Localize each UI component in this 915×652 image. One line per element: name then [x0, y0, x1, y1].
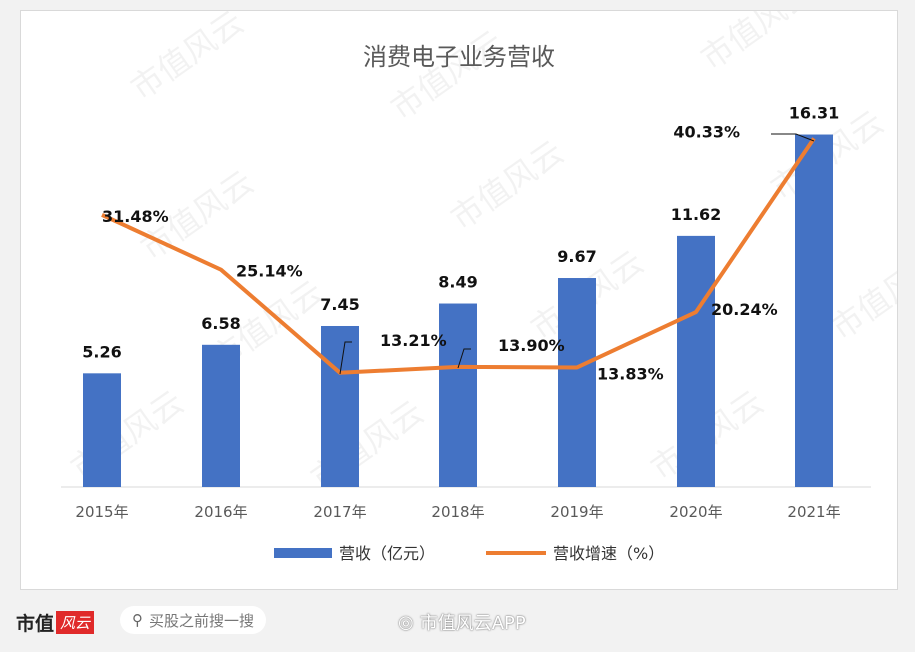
legend-line-label: 营收增速（%） — [553, 544, 664, 563]
bar-data-label: 5.26 — [82, 342, 121, 361]
bar — [321, 325, 359, 487]
bar-data-label: 6.58 — [201, 314, 240, 333]
weibo-handle: ◎ 市值风云APP — [398, 606, 526, 638]
x-tick-label: 2018年 — [431, 503, 484, 521]
watermark: 市值风云 — [824, 243, 897, 348]
line-data-label: 40.33% — [673, 122, 740, 141]
leader-line — [339, 341, 352, 375]
x-tick-label: 2017年 — [313, 503, 366, 521]
x-tick-label: 2021年 — [787, 503, 840, 521]
watermark: 市值风云 — [384, 23, 511, 128]
legend-bar-label: 营收（亿元） — [339, 544, 435, 563]
bar-data-label: 11.62 — [671, 205, 722, 224]
search-icon: ⚲ — [132, 611, 143, 629]
watermark: 市值风云 — [124, 11, 251, 108]
bar — [202, 344, 240, 487]
line-data-label: 13.21% — [380, 331, 447, 350]
x-tick-label: 2019年 — [550, 503, 603, 521]
logo-script: 风云 — [56, 610, 95, 634]
x-tick-label: 2020年 — [669, 503, 722, 521]
chart-title: 消费电子业务营收 — [363, 43, 555, 71]
leader-line — [771, 133, 815, 142]
bar — [83, 373, 121, 487]
line-data-label: 31.48% — [102, 207, 169, 226]
bar — [439, 303, 477, 487]
bar-data-label: 7.45 — [320, 295, 359, 314]
bar-data-label: 16.31 — [789, 104, 840, 123]
weibo-icon: ◎ — [398, 611, 414, 633]
bar-data-label: 9.67 — [557, 247, 596, 266]
legend-bar-swatch — [274, 548, 332, 558]
x-tick-label: 2016年 — [194, 503, 247, 521]
weibo-handle-text: 市值风云APP — [419, 613, 526, 634]
search-box[interactable]: ⚲ 买股之前搜一搜 — [120, 606, 267, 634]
line-data-label: 13.83% — [597, 364, 664, 383]
search-placeholder: 买股之前搜一搜 — [149, 611, 255, 630]
watermark: 市值风云 — [64, 383, 191, 488]
line-data-label: 25.14% — [236, 262, 303, 281]
brand-logo: 市值 风云 — [16, 606, 95, 638]
bar — [795, 134, 833, 488]
watermark: 市值风云 — [444, 133, 571, 238]
logo-text: 市值 — [16, 612, 55, 635]
chart: 市值风云市值风云市值风云市值风云市值风云市值风云市值风云市值风云市值风云市值风云… — [61, 11, 897, 563]
leader-line — [457, 348, 471, 369]
watermark: 市值风云 — [694, 11, 821, 78]
chart-card: 市值风云市值风云市值风云市值风云市值风云市值风云市值风云市值风云市值风云市值风云… — [20, 10, 898, 590]
x-tick-label: 2015年 — [75, 503, 128, 521]
bar — [558, 278, 596, 487]
line-data-label: 20.24% — [711, 300, 778, 319]
bar-data-label: 8.49 — [438, 273, 477, 292]
line-data-label: 13.90% — [498, 336, 565, 355]
bar — [677, 235, 715, 487]
